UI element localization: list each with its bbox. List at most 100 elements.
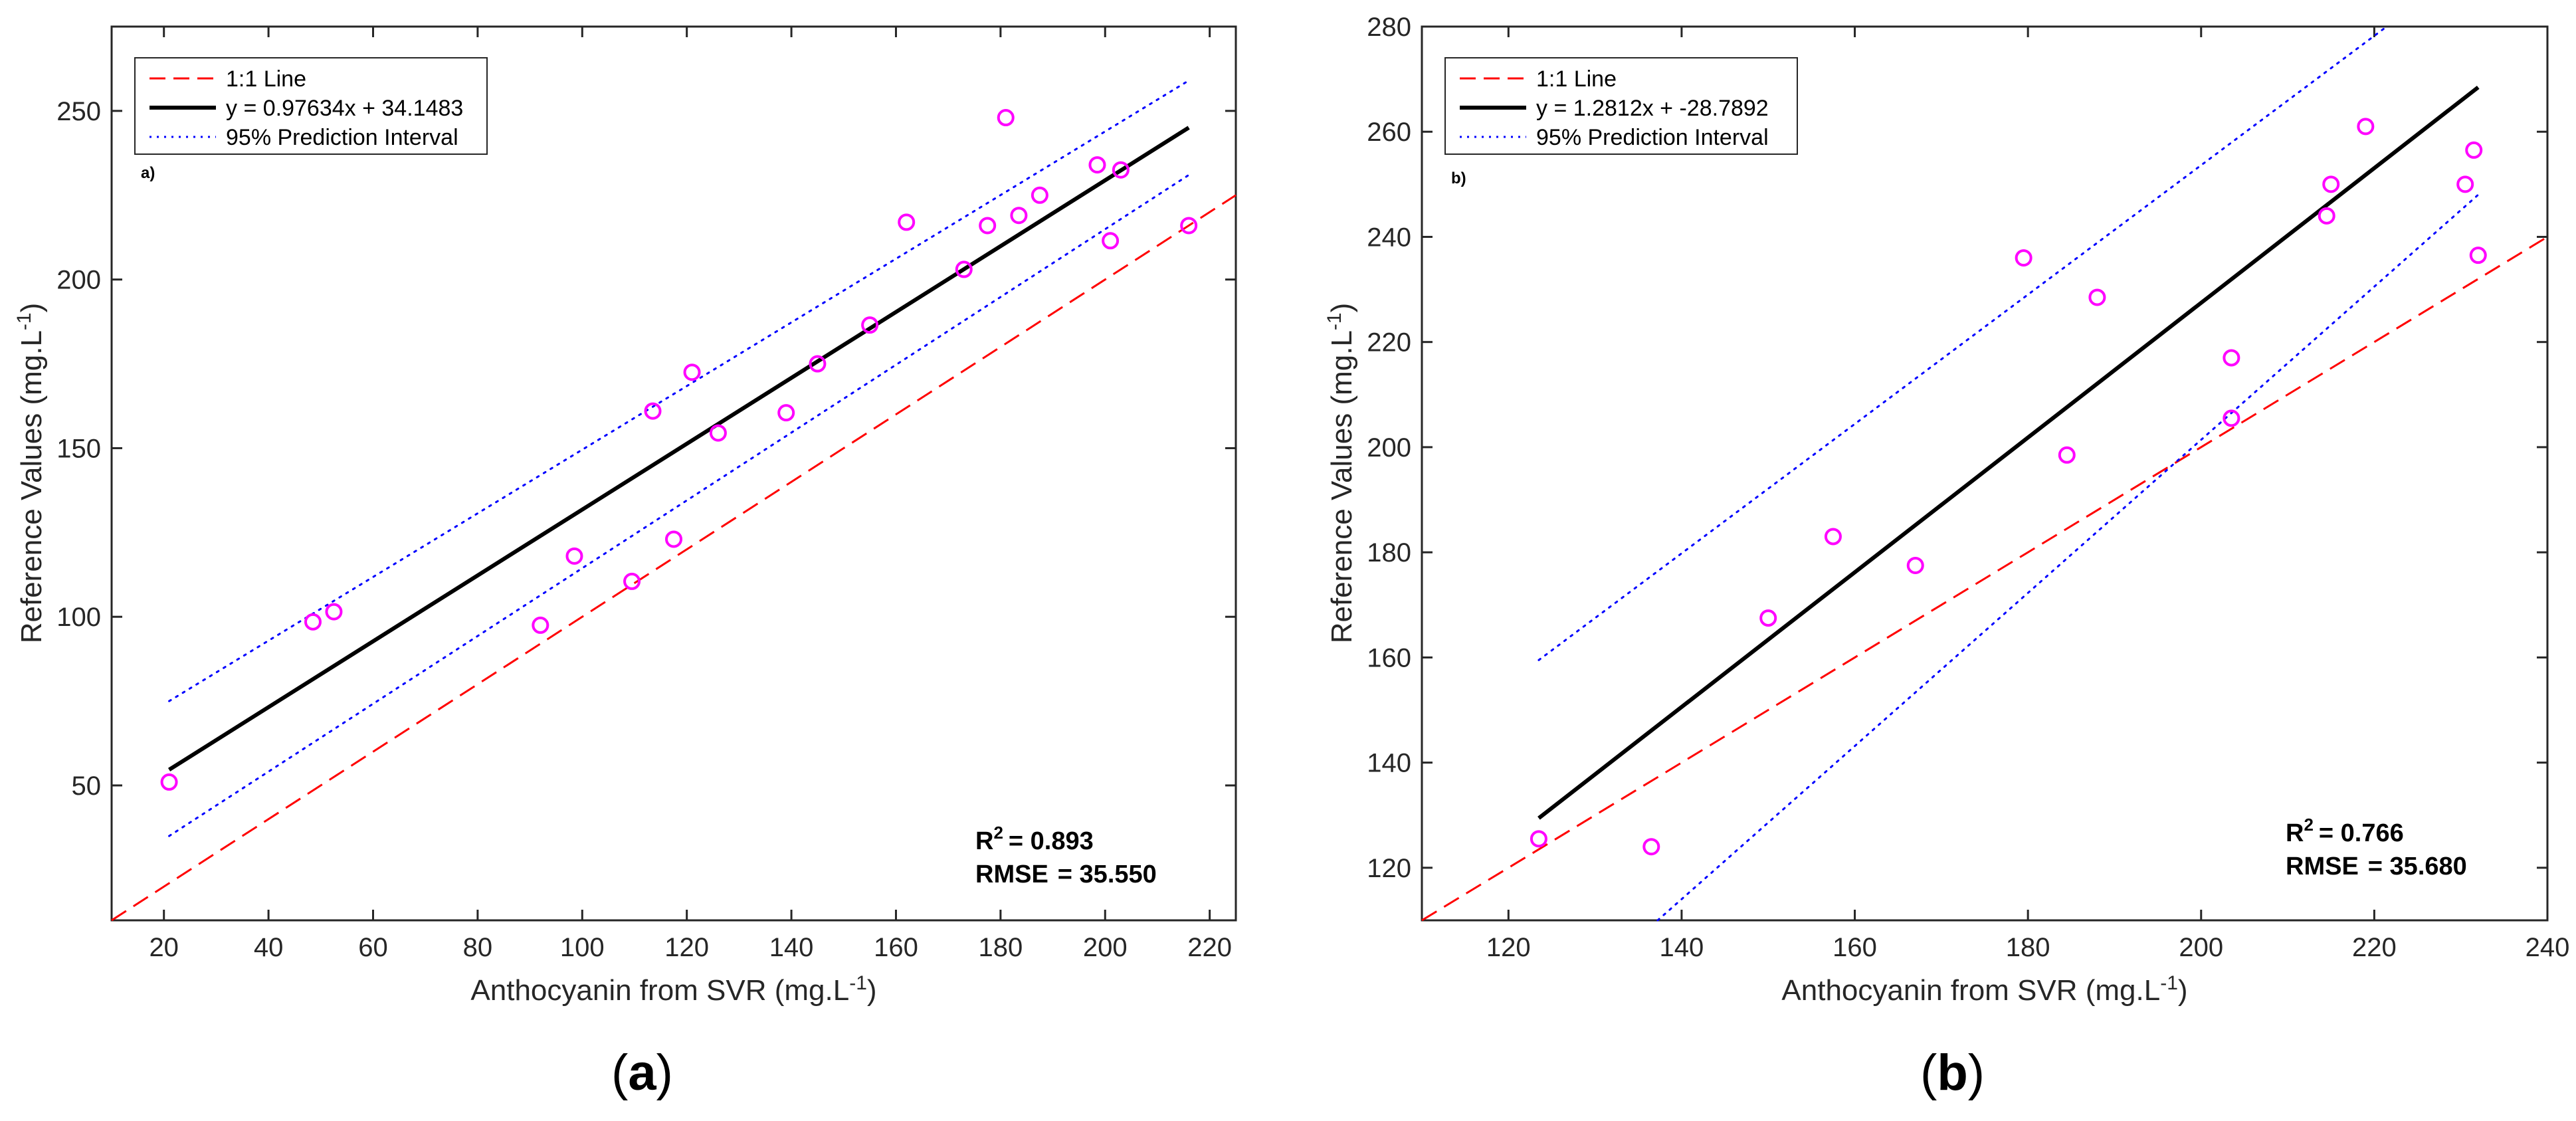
data-point-b [1530,830,1547,848]
legend-label-interval-b: 95% Prediction Interval [1536,125,1769,150]
r-squared-a: R2 = 0.893 [975,823,1094,855]
rmse-label-b: RMSE [2286,853,2359,880]
data-point-b [2058,446,2076,464]
y-axis-label-text-a: Reference Values (mg.L [15,330,48,643]
panel-caption-b: (b) [1920,1045,1985,1101]
data-point-a [325,603,343,621]
rmse-a: RMSE = 35.550 [975,861,1157,888]
x-axis-ticks-b: 120 140 160 180 200 220 240 [1486,27,2569,962]
y-tick-label-b: 280 [1367,13,1411,42]
x-tick-label-b: 240 [2526,933,2570,962]
y-tick-label-a: 100 [56,603,101,632]
identity-line-a [111,194,1237,922]
x-axis-label-a: Anthocyanin from SVR (mg.L-1) [470,972,876,1007]
y-axis-ticks-b: 120 140 160 180 200 220 240 260 280 [1367,13,2547,883]
data-point-b [2456,175,2474,193]
data-point-a [565,547,583,565]
data-point-a [709,424,727,442]
data-point-a [665,530,682,548]
y-axis-label-end-b: ) [1326,303,1358,313]
y-tick-label-b: 180 [1367,538,1411,567]
data-point-b [1906,556,1924,574]
x-tick-label-b: 200 [2179,933,2223,962]
legend-label-interval-a: 95% Prediction Interval [226,125,458,150]
x-tick-label-a: 80 [463,933,493,962]
y-axis-label-end-a: ) [15,303,48,313]
r-squared-b: R2 = 0.766 [2286,815,2404,847]
x-tick-label-a: 60 [358,933,388,962]
panel-caption-close-b: ) [1968,1045,1985,1101]
legend-label-fit-a: y = 0.97634x + 34.1483 [226,96,463,121]
panel-caption-open-b: ( [1920,1045,1937,1101]
prediction-interval-upper-a [168,79,1190,702]
y-tick-label-a: 200 [56,266,101,295]
data-point-a [979,217,997,235]
y-tick-label-b: 120 [1367,854,1411,883]
chart-panel-b: 120 140 160 180 200 220 240 120 140 160 180 200 220… [1324,13,2569,1101]
data-point-a [861,316,879,334]
legend-label-identity-b: 1:1 Line [1536,66,1617,92]
panel-tag-a: a) [141,164,155,182]
data-points-a [160,109,1198,791]
data-point-a [1180,217,1198,235]
y-axis-label-text-b: Reference Values (mg.L [1326,330,1358,643]
data-point-a [777,404,795,422]
x-tick-label-a: 100 [560,933,605,962]
data-point-a [898,213,916,231]
legend-b: 1:1 Line y = 1.2812x + -28.7892 95% Pred… [1444,57,1798,155]
data-point-a [997,109,1015,127]
x-tick-label-a: 220 [1187,933,1232,962]
y-tick-label-b: 220 [1367,328,1411,357]
y-tick-label-a: 50 [72,771,102,801]
r-squared-label-b: R [2286,819,2304,847]
y-axis-ticks-a: 50 100 150 200 250 [56,97,1236,801]
data-point-b [2465,141,2483,159]
x-tick-label-b: 220 [2352,933,2397,962]
y-tick-label-a: 150 [56,434,101,463]
data-point-a [809,355,827,373]
data-point-b [2088,288,2106,306]
data-point-b [1759,609,1777,627]
y-tick-label-a: 250 [56,97,101,126]
data-point-a [955,260,973,278]
data-point-a [683,363,701,381]
x-axis-label-end-a: ) [867,974,877,1007]
x-axis-label-sup-b: -1 [2160,972,2178,994]
y-tick-label-b: 240 [1367,223,1411,252]
data-point-b [2469,247,2487,264]
x-axis-label-sup-a: -1 [849,972,867,994]
plot-area-a [110,25,1237,922]
data-point-b [1642,838,1660,856]
legend-label-identity-a: 1:1 Line [226,66,306,92]
data-point-b [1824,528,1842,546]
x-tick-label-a: 180 [978,933,1023,962]
data-point-a [1088,156,1106,174]
x-axis-label-b: Anthocyanin from SVR (mg.L-1) [1781,972,2187,1007]
y-axis-label-sup-b: -1 [1324,312,1345,330]
data-points-b [1530,118,2487,856]
legend-a: 1:1 Line y = 0.97634x + 34.1483 95% Pred… [134,57,488,155]
data-point-a [1102,232,1120,250]
panel-caption-open-a: ( [611,1045,628,1101]
data-point-a [1112,161,1130,179]
y-tick-label-b: 160 [1367,643,1411,672]
panel-tag-b: b) [1451,169,1466,187]
r-squared-value-a: = 0.893 [1009,827,1094,855]
panel-caption-a: (a) [611,1045,673,1101]
rmse-value-a: = 35.550 [1058,861,1157,888]
rmse-value-b: = 35.680 [2368,853,2467,880]
x-tick-label-a: 160 [874,933,918,962]
r-squared-value-b: = 0.766 [2319,819,2404,847]
x-tick-label-b: 180 [2006,933,2050,962]
chart-panel-a: 20 40 60 80 100 120 140 160 180 200 220 50 100 150 20… [13,25,1237,1101]
y-axis-label-b: Reference Values (mg.L-1) [1324,303,1358,644]
r-squared-label-a: R [975,827,993,855]
x-tick-label-a: 200 [1083,933,1128,962]
rmse-b: RMSE = 35.680 [2286,853,2467,880]
series-lines-a [111,79,1237,922]
x-tick-label-b: 160 [1833,933,1877,962]
identity-line-b [1421,236,2548,922]
x-tick-label-a: 20 [149,933,179,962]
data-point-a [532,616,549,634]
